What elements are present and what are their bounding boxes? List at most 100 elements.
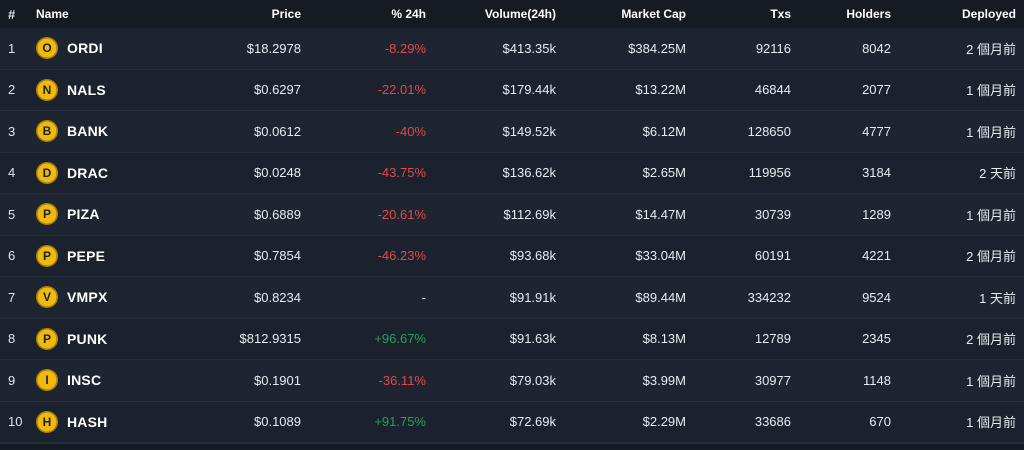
- token-txs: 60191: [754, 248, 791, 264]
- token-price: $812.9315: [239, 331, 301, 347]
- token-coin-icon: P: [36, 203, 58, 226]
- token-symbol: HASH: [67, 413, 108, 430]
- token-market-cap: $384.25M: [628, 40, 686, 56]
- header-name[interactable]: Name: [36, 7, 69, 21]
- token-name-cell[interactable]: V VMPX: [36, 286, 211, 309]
- token-volume-24h: $179.44k: [502, 82, 557, 98]
- token-market-cap: $33.04M: [635, 248, 686, 264]
- token-rank: 6: [8, 248, 16, 264]
- table-body: 1 O ORDI $18.2978 -8.29% $413.35k $384.2…: [0, 28, 1024, 443]
- table-row[interactable]: 1 O ORDI $18.2978 -8.29% $413.35k $384.2…: [0, 28, 1024, 70]
- table-row[interactable]: 7 V VMPX $0.8234 - $91.91k $89.44M 33423…: [0, 277, 1024, 319]
- table-row[interactable]: 4 D DRAC $0.0248 -43.75% $136.62k $2.65M…: [0, 152, 1024, 194]
- token-symbol: VMPX: [67, 289, 108, 306]
- token-rank: 4: [8, 165, 16, 181]
- next-row-partial: [0, 443, 1024, 450]
- token-rank: 10: [8, 414, 23, 430]
- token-coin-icon: I: [36, 369, 58, 392]
- token-price: $0.1901: [254, 372, 301, 388]
- token-market-cap: $6.12M: [642, 123, 686, 139]
- token-rank: 8: [8, 331, 16, 347]
- token-txs: 46844: [754, 82, 791, 98]
- table-row[interactable]: 3 B BANK $0.0612 -40% $149.52k $6.12M 12…: [0, 111, 1024, 153]
- token-volume-24h: $91.91k: [509, 289, 556, 305]
- token-coin-icon: D: [36, 161, 58, 184]
- token-name-cell[interactable]: D DRAC: [36, 161, 211, 184]
- token-rank: 1: [8, 40, 16, 56]
- token-name-cell[interactable]: O ORDI: [36, 37, 211, 60]
- token-rank: 5: [8, 206, 16, 222]
- token-change-24h: -20.61%: [377, 206, 426, 222]
- header-holders[interactable]: Holders: [846, 7, 891, 21]
- token-holders: 9524: [862, 289, 891, 305]
- token-change-24h: +91.75%: [374, 414, 426, 430]
- token-name-cell[interactable]: P PUNK: [36, 327, 211, 350]
- token-volume-24h: $136.62k: [502, 165, 557, 181]
- table-row[interactable]: 6 P PEPE $0.7854 -46.23% $93.68k $33.04M…: [0, 235, 1024, 277]
- token-deployed: 1 個月前: [966, 415, 1016, 431]
- token-symbol: PUNK: [67, 330, 108, 347]
- token-market-cap: $3.99M: [642, 372, 686, 388]
- header-deployed[interactable]: Deployed: [961, 7, 1016, 21]
- header-price[interactable]: Price: [271, 7, 301, 21]
- table-row[interactable]: 10 H HASH $0.1089 +91.75% $72.69k $2.29M…: [0, 401, 1024, 443]
- token-txs: 12789: [754, 331, 791, 347]
- token-holders: 2345: [862, 331, 891, 347]
- header-txs[interactable]: Txs: [770, 7, 791, 21]
- token-txs: 30977: [754, 372, 791, 388]
- token-market-cap: $13.22M: [635, 82, 686, 98]
- token-name-cell[interactable]: I INSC: [36, 369, 211, 392]
- token-deployed: 2 個月前: [966, 41, 1016, 57]
- token-name-cell[interactable]: N NALS: [36, 78, 211, 101]
- token-coin-icon: V: [36, 286, 58, 309]
- token-name-cell[interactable]: P PIZA: [36, 203, 211, 226]
- token-symbol: ORDI: [67, 40, 103, 57]
- token-name-cell[interactable]: B BANK: [36, 120, 211, 143]
- token-deployed: 1 個月前: [966, 83, 1016, 99]
- token-deployed: 1 天前: [979, 290, 1016, 306]
- token-volume-24h: $72.69k: [509, 414, 556, 430]
- table-row[interactable]: 5 P PIZA $0.6889 -20.61% $112.69k $14.47…: [0, 194, 1024, 236]
- token-txs: 92116: [755, 40, 791, 56]
- token-coin-icon: P: [36, 327, 58, 350]
- token-rank: 7: [8, 289, 16, 305]
- token-symbol: NALS: [67, 81, 106, 98]
- token-change-24h: -36.11%: [378, 372, 426, 388]
- header-volume-24h[interactable]: Volume(24h): [484, 7, 556, 21]
- token-symbol: BANK: [67, 123, 109, 140]
- token-holders: 2077: [862, 82, 891, 98]
- token-market-cap: $14.47M: [635, 206, 686, 222]
- token-name-cell[interactable]: P PEPE: [36, 244, 211, 267]
- table-row[interactable]: 2 N NALS $0.6297 -22.01% $179.44k $13.22…: [0, 69, 1024, 111]
- token-holders: 3184: [862, 165, 891, 181]
- token-volume-24h: $413.35k: [502, 40, 557, 56]
- header-change-24h[interactable]: % 24h: [391, 7, 426, 21]
- token-price: $0.8234: [254, 289, 301, 305]
- token-volume-24h: $112.69k: [503, 206, 556, 222]
- token-volume-24h: $91.63k: [509, 331, 556, 347]
- token-change-24h: -8.29%: [384, 40, 426, 56]
- token-price: $0.6889: [254, 206, 301, 222]
- token-change-24h: +96.67%: [374, 331, 426, 347]
- token-price: $0.6297: [254, 82, 301, 98]
- table-row[interactable]: 8 P PUNK $812.9315 +96.67% $91.63k $8.13…: [0, 318, 1024, 360]
- token-market-cap: $2.65M: [642, 165, 686, 181]
- table-header-row: # Name Price % 24h Volume(24h) Market Ca…: [0, 0, 1024, 28]
- header-market-cap[interactable]: Market Cap: [621, 7, 686, 21]
- token-change-24h: -22.01%: [377, 82, 426, 98]
- token-symbol: DRAC: [67, 164, 109, 181]
- token-coin-icon: H: [36, 410, 58, 433]
- table-row[interactable]: 9 I INSC $0.1901 -36.11% $79.03k $3.99M …: [0, 360, 1024, 402]
- token-volume-24h: $93.68k: [509, 248, 556, 264]
- token-txs: 119956: [748, 165, 791, 181]
- token-price: $0.0248: [254, 165, 301, 181]
- token-rank: 3: [8, 123, 16, 139]
- token-holders: 4221: [862, 248, 891, 264]
- token-holders: 670: [869, 414, 891, 430]
- header-rank[interactable]: #: [8, 6, 16, 22]
- token-volume-24h: $79.03k: [509, 372, 556, 388]
- token-coin-icon: P: [36, 244, 58, 267]
- token-name-cell[interactable]: H HASH: [36, 410, 211, 433]
- token-symbol: PEPE: [67, 247, 106, 264]
- token-price: $0.0612: [254, 123, 301, 139]
